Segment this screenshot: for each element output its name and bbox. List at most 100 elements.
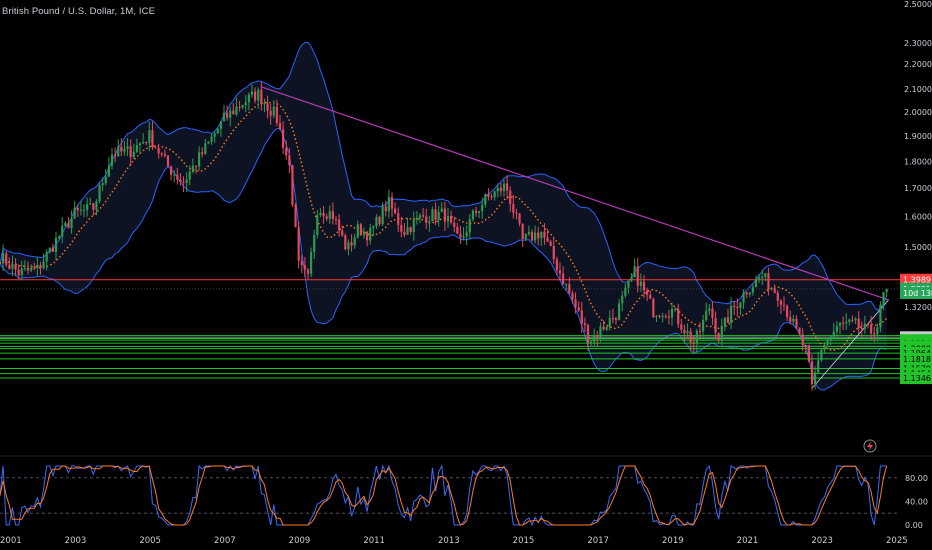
candle-body (384, 206, 387, 211)
candle-body (30, 267, 33, 271)
chart-title: British Pound / U.S. Dollar, 1M, ICE (2, 6, 156, 17)
candle-body (680, 324, 683, 330)
candle-body (400, 225, 403, 232)
flash-icon (863, 439, 877, 453)
candle-body (425, 216, 428, 223)
candle-body (670, 309, 674, 318)
candle-body (602, 326, 605, 330)
candle-body (269, 110, 272, 116)
candle-body (107, 165, 110, 177)
candle-body (521, 223, 524, 239)
candle-body (198, 152, 201, 167)
price-label-box (900, 286, 932, 299)
price-axis-tick: 2.2000 (904, 60, 932, 69)
candle-body (145, 142, 148, 144)
x-axis-tick: 2001 (0, 536, 22, 546)
candle-body (5, 253, 8, 265)
candle-body (490, 196, 493, 198)
bollinger-fill (0, 42, 887, 391)
candle-body (739, 302, 742, 309)
candle-body (219, 121, 222, 129)
x-axis-tick: 2017 (587, 536, 609, 546)
price-axis-tick: 2.1000 (904, 85, 932, 94)
candle-body (403, 231, 406, 235)
candle-body (241, 105, 244, 108)
candle-body (257, 89, 260, 101)
candle-body (499, 187, 502, 192)
candle-body (101, 183, 104, 186)
candle-body (580, 310, 583, 324)
candle-body (552, 245, 555, 260)
price-axis-tick: 1.5000 (904, 243, 932, 252)
candle-body (26, 268, 30, 271)
candle-body (835, 325, 838, 332)
candle-body (182, 181, 185, 183)
oscillator-axis-tick: 40.00 (905, 497, 928, 506)
candle-body (714, 317, 717, 333)
support-levels (0, 279, 900, 379)
candle-body (854, 318, 857, 321)
candle-body (54, 238, 58, 252)
candle-body (409, 227, 412, 232)
candle-body (73, 207, 76, 219)
candle-body (652, 298, 655, 318)
candle-body (870, 325, 873, 334)
candle-body (2, 253, 5, 264)
candle-body (201, 152, 204, 154)
candle-body (303, 265, 306, 270)
x-axis-tick: 2021 (737, 536, 759, 546)
candle-body (397, 213, 400, 226)
candle-body (210, 136, 213, 142)
candle-body (328, 211, 331, 219)
candle-body (322, 212, 325, 217)
candle-body (238, 106, 241, 108)
candle-body (387, 196, 390, 211)
candle-body (636, 266, 639, 286)
candle-body (661, 316, 664, 318)
candle-body (807, 345, 810, 362)
candle-body (126, 146, 129, 149)
candle-body (689, 331, 692, 343)
candle-body (468, 219, 471, 233)
x-axis-tick: 2025 (886, 536, 908, 546)
candle-body (272, 106, 275, 116)
candle-body (586, 325, 590, 343)
candle-body (873, 333, 876, 335)
candle-body (730, 305, 733, 323)
candle-body (758, 277, 761, 280)
candle-body (860, 327, 863, 329)
candle-body (92, 203, 95, 210)
candle-body (832, 331, 835, 337)
price-label: 10d 13h (903, 289, 932, 298)
candle-body (338, 219, 341, 231)
candle-body (67, 222, 70, 229)
candle-body (562, 273, 565, 285)
candle-body (344, 235, 347, 250)
price-axis-tick: 1.3200 (904, 303, 932, 312)
candle-body (297, 227, 300, 261)
candle-body (412, 219, 415, 232)
candle-body (590, 341, 593, 343)
candle-body (325, 216, 328, 219)
price-axis-tick: 1.9000 (904, 132, 932, 141)
candle-body (540, 231, 543, 239)
candle-body (698, 330, 702, 332)
candle-body (8, 264, 11, 269)
candle-body (247, 94, 250, 103)
candle-body (838, 322, 842, 326)
candle-body (471, 210, 474, 220)
candle-body (114, 154, 117, 157)
candle-body (726, 317, 730, 323)
candle-body (33, 267, 36, 269)
oscillator-axis-tick: 80.00 (905, 474, 928, 483)
candle-body (863, 323, 866, 329)
candle-body (683, 329, 686, 334)
oscillator-axis-tick: 0.00 (905, 521, 923, 530)
candle-body (754, 279, 758, 288)
candle-body (294, 204, 297, 228)
candle-body (132, 151, 135, 158)
candle-body (275, 106, 278, 123)
candle-body (226, 112, 229, 118)
candle-body (717, 332, 720, 341)
